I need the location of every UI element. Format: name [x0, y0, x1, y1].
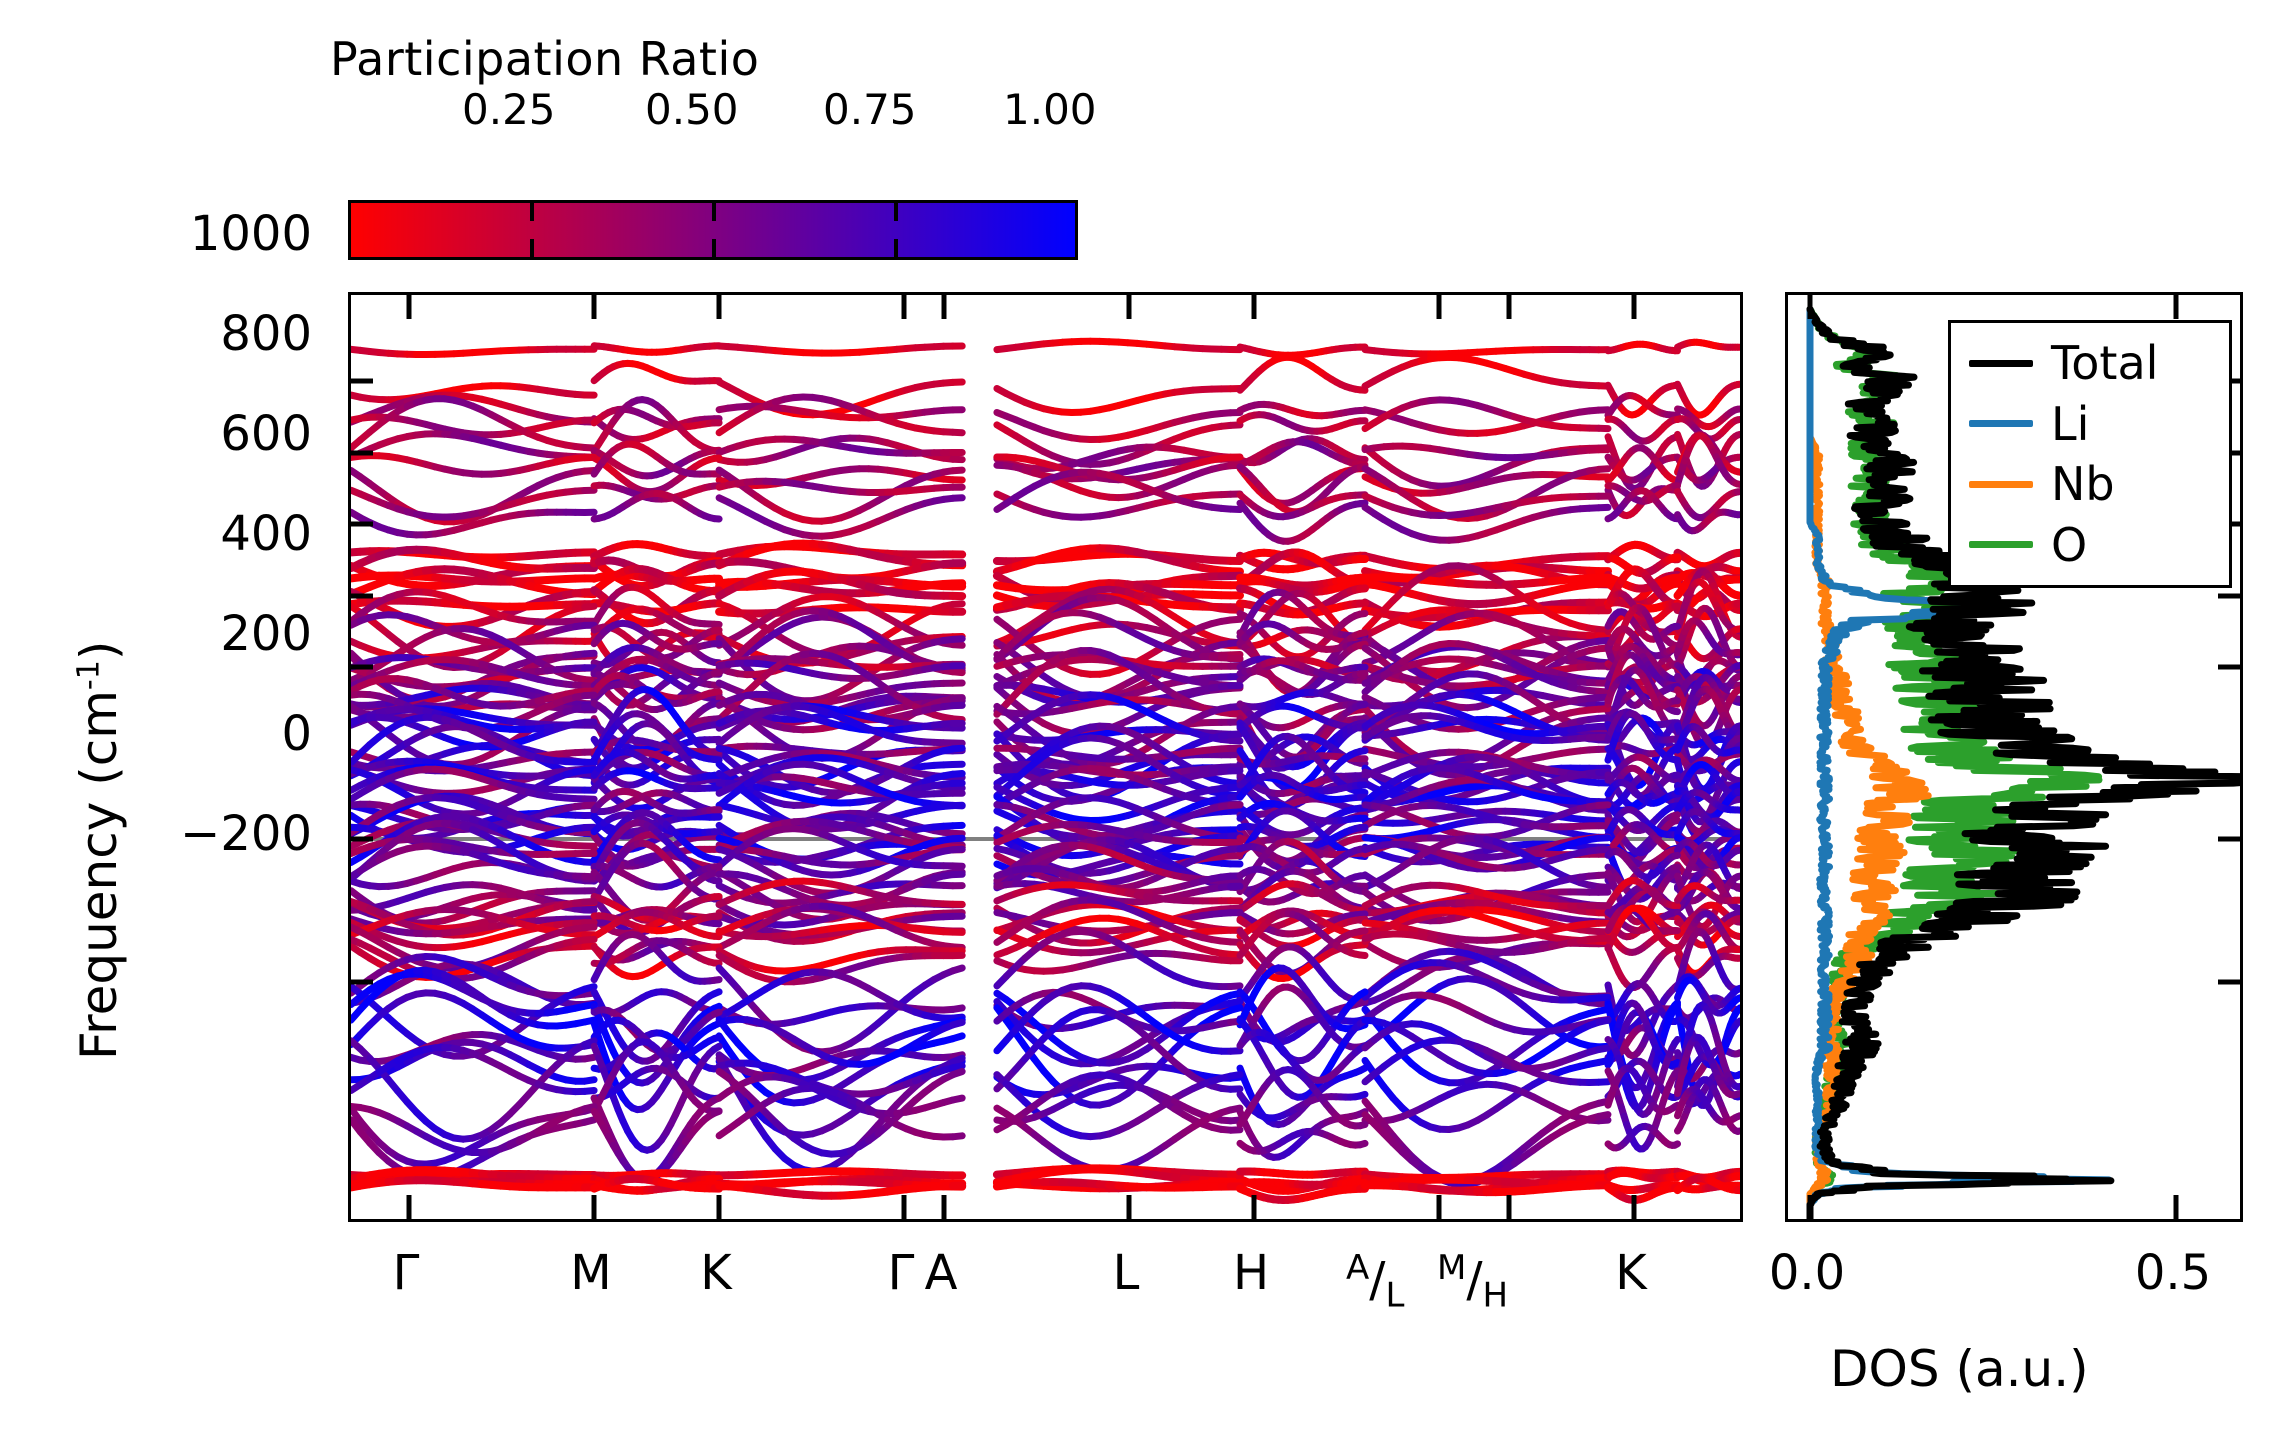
- y-tick-0: 0: [281, 706, 312, 762]
- colorbar-title: Participation Ratio: [330, 32, 760, 86]
- band-segment: [949, 494, 966, 502]
- band-segment: [1734, 632, 1740, 641]
- band-segment: [1227, 615, 1244, 624]
- y-axis-label-tail: ): [70, 640, 128, 661]
- y-tick-1000: 1000: [189, 206, 312, 262]
- band-segment: [581, 649, 598, 658]
- y-tick-800: 800: [220, 306, 312, 362]
- band-segment: [1356, 610, 1369, 618]
- colorbar-tickmark-0.50-bottom: [712, 239, 716, 257]
- y-tick-400: 400: [220, 506, 312, 562]
- band-segment: [949, 466, 966, 475]
- band-segment: [949, 641, 966, 649]
- band-structure-panel[interactable]: [348, 292, 1743, 1222]
- colorbar-tickmark-0.25: [530, 203, 534, 221]
- y-tick-minus200: −200: [180, 806, 312, 862]
- band-segment: [581, 602, 598, 611]
- band-segment: [1595, 637, 1612, 645]
- colorbar-tick-label-3: 0.75: [823, 85, 917, 134]
- band-segment: [1734, 480, 1740, 488]
- colorbar-tick-label-1: 0.25: [462, 85, 556, 134]
- colorbar-tickmark-0.50: [712, 203, 716, 221]
- band-segment: [1595, 465, 1612, 473]
- band-segment: [581, 676, 598, 684]
- colorbar-tickmark-0.75-bottom: [894, 239, 898, 257]
- y-tick-200: 200: [220, 606, 312, 662]
- y-axis-label-text: Frequency (cm: [70, 690, 128, 1060]
- colorbar-tickmark-0.25-bottom: [530, 239, 534, 257]
- participation-ratio-colorbar[interactable]: [348, 200, 1078, 260]
- band-segment: [1227, 421, 1244, 429]
- band-segment: [1356, 499, 1369, 508]
- band-segment: [949, 668, 966, 677]
- band-structure-plot: [351, 295, 1740, 1219]
- colorbar-tick-label-4: 1.00: [1003, 85, 1097, 134]
- band-segment: [949, 635, 966, 643]
- colorbar-tick-label-2: 0.50: [645, 85, 739, 134]
- y-tick-600: 600: [220, 406, 312, 462]
- y-axis-label-exponent: -1: [71, 660, 107, 691]
- band-segment: [710, 586, 724, 595]
- band-segment: [1734, 430, 1740, 439]
- band-segment: [949, 600, 966, 608]
- band-segment: [1356, 629, 1369, 637]
- phonon-band-curves: [351, 337, 1740, 1204]
- band-segment: [1734, 468, 1740, 476]
- colorbar-tickmark-0.75: [894, 203, 898, 221]
